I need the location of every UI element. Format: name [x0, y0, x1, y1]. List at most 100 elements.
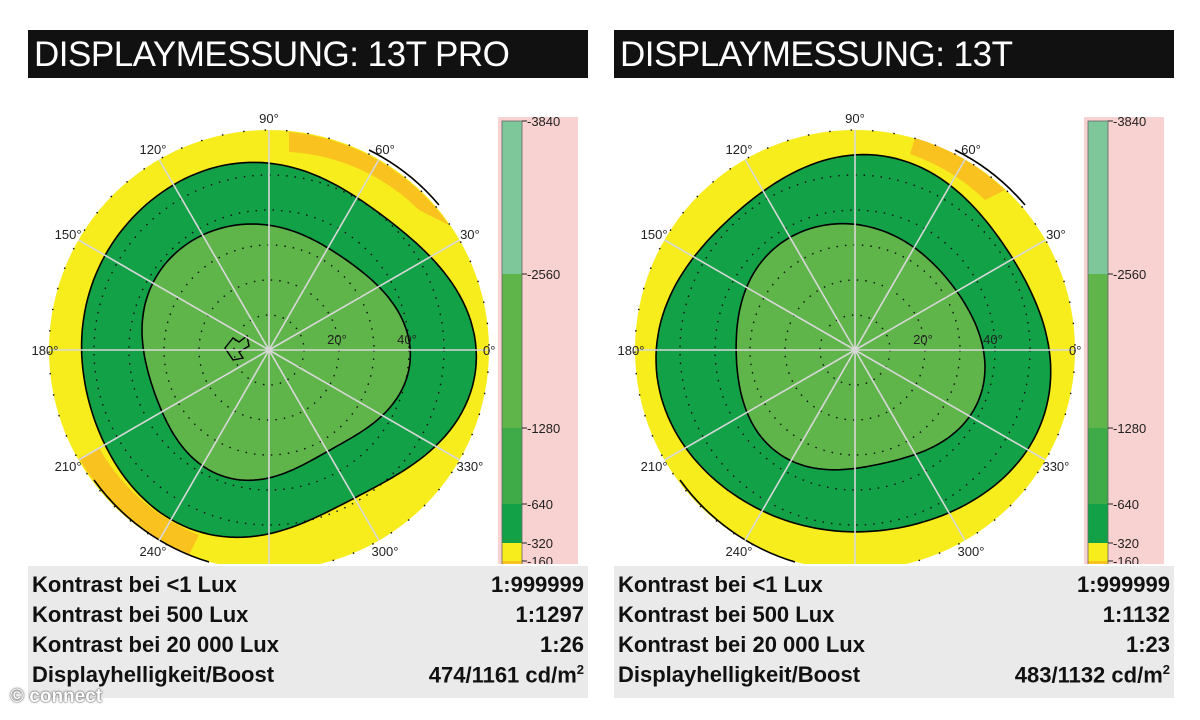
- angle-label: 240°: [140, 544, 167, 559]
- colorbar-band: [1088, 504, 1108, 543]
- colorbar-band: [502, 274, 522, 428]
- grid-spoke: [268, 349, 380, 541]
- angle-label: 300°: [372, 544, 399, 559]
- radial-label: 20°: [913, 332, 933, 347]
- stat-label: Displayhelligkeit/Boost: [32, 662, 275, 687]
- colorbar-tick-label: -1280: [527, 421, 560, 436]
- stat-label: Kontrast bei 20 000 Lux: [618, 632, 865, 657]
- angle-label: 240°: [726, 544, 753, 559]
- stat-label: Kontrast bei 500 Lux: [32, 602, 249, 627]
- stat-label: Kontrast bei <1 Lux: [618, 572, 823, 597]
- stats-table: Kontrast bei <1 Lux 1:999999 Kontrast be…: [614, 566, 1174, 698]
- grid-outer-ring: [48, 129, 490, 564]
- boundary-contour: [93, 479, 210, 563]
- stats-row: Kontrast bei 20 000 Lux 1:26: [28, 630, 588, 660]
- stat-value-text: 474/1161 cd/m: [428, 662, 577, 688]
- stat-value: 474/1161 cd/m2: [429, 662, 584, 688]
- angle-label: 120°: [726, 142, 753, 157]
- boundary-contour: [954, 149, 1026, 206]
- stats-row: Kontrast bei 500 Lux 1:1132: [614, 600, 1174, 630]
- angle-label: 150°: [641, 227, 668, 242]
- colorbar-tick-label: -3840: [527, 114, 560, 129]
- colorbar-band: [1088, 561, 1108, 564]
- grid-spoke: [78, 349, 270, 461]
- stat-value-superscript: 2: [576, 662, 584, 677]
- panel-title: DISPLAYMESSUNG: 13T PRO: [28, 30, 588, 78]
- grid-spoke: [158, 349, 270, 541]
- connect-watermark: © connect: [10, 686, 103, 707]
- colorbar-band: [1088, 543, 1108, 561]
- grid-spoke: [158, 159, 270, 351]
- angle-label: 0°: [1069, 343, 1081, 358]
- colorbar-outline: [501, 120, 523, 564]
- stats-row: Displayhelligkeit/Boost 483/1132 cd/m2: [614, 660, 1174, 690]
- colorbar-tick-label: -160: [1113, 554, 1139, 564]
- stat-value: 1:23: [1125, 632, 1170, 657]
- radial-label: 40°: [397, 332, 417, 347]
- colorbar-tick-label: -3840: [1113, 114, 1146, 129]
- colorbar-outline: [1087, 120, 1109, 564]
- grid-outer-ring: [634, 129, 1076, 564]
- angle-label: 30°: [1046, 227, 1066, 242]
- angle-label: 120°: [140, 142, 167, 157]
- grid-spoke: [744, 349, 856, 541]
- stat-value: 483/1132 cd/m2: [1015, 662, 1170, 688]
- colorbar-tick-label: -640: [527, 497, 553, 512]
- polar-contrast-chart: 0°30°60°90°120°150°180°210°240°270°300°3…: [32, 111, 578, 564]
- grid-spoke: [854, 239, 1046, 351]
- stats-row: Kontrast bei 20 000 Lux 1:23: [614, 630, 1174, 660]
- angle-label: 30°: [460, 227, 480, 242]
- colorbar-band: [502, 543, 522, 561]
- stat-value: 1:999999: [491, 572, 584, 597]
- stat-label: Kontrast bei 20 000 Lux: [32, 632, 279, 657]
- stats-row: Displayhelligkeit/Boost 474/1161 cd/m2: [28, 660, 588, 690]
- angle-label: 150°: [55, 227, 82, 242]
- angle-label: 300°: [958, 544, 985, 559]
- stats-row: Kontrast bei <1 Lux 1:999999: [28, 570, 588, 600]
- angle-label: 90°: [845, 111, 865, 126]
- colorbar-band: [502, 504, 522, 543]
- grid-spoke: [854, 159, 966, 351]
- stats-row: Kontrast bei 500 Lux 1:1297: [28, 600, 588, 630]
- panel-13t: DISPLAYMESSUNG: 13T 0° 30° 60° 90° 120° 150° 1…: [614, 30, 1174, 698]
- angle-label: 180°: [618, 343, 645, 358]
- angle-label: 210°: [641, 459, 668, 474]
- orange-region: [289, 132, 449, 225]
- colorbar-tick-label: -2560: [527, 267, 560, 282]
- colorbar-band: [1088, 274, 1108, 428]
- grid-spoke: [744, 159, 856, 351]
- boundary-contour: [368, 149, 440, 206]
- colorbar-tick-label: -320: [527, 536, 553, 551]
- colorbar-tick-label: -1280: [1113, 421, 1146, 436]
- angle-label: 60°: [375, 142, 395, 157]
- colorbar-tick-label: -320: [1113, 536, 1139, 551]
- colorbar-band: [1088, 428, 1108, 504]
- stat-value: 1:999999: [1077, 572, 1170, 597]
- stat-label: Kontrast bei 500 Lux: [618, 602, 835, 627]
- grid-spoke: [664, 349, 856, 461]
- colorbar-band: [502, 561, 522, 564]
- radial-label: 40°: [983, 332, 1003, 347]
- stat-label: Displayhelligkeit/Boost: [618, 662, 861, 687]
- contrast-contour-1280: [141, 223, 412, 482]
- stat-value: 1:1132: [1102, 602, 1170, 627]
- angle-label: 330°: [456, 459, 483, 474]
- colorbar-band: [502, 428, 522, 504]
- stat-value-text: 483/1132 cd/m: [1014, 662, 1163, 688]
- stat-label: Kontrast bei <1 Lux: [32, 572, 237, 597]
- stat-value: 1:26: [539, 632, 584, 657]
- grid-spoke: [268, 239, 460, 351]
- boundary-contour: [679, 479, 796, 563]
- colorbar-band: [502, 121, 522, 274]
- grid-spoke: [268, 349, 460, 461]
- angle-label: 210°: [55, 459, 82, 474]
- angle-label: 330°: [1042, 459, 1069, 474]
- polar-contrast-chart: 0°30°60°90°120°150°180°210°240°270°300°3…: [618, 111, 1164, 564]
- grid-spoke: [268, 159, 380, 351]
- colorbar-tick-label: -2560: [1113, 267, 1146, 282]
- grid-spoke: [78, 239, 270, 351]
- grid-spoke: [664, 239, 856, 351]
- angle-label: 90°: [259, 111, 279, 126]
- colorbar-tick-label: -160: [527, 554, 553, 564]
- grid-spoke: [854, 349, 966, 541]
